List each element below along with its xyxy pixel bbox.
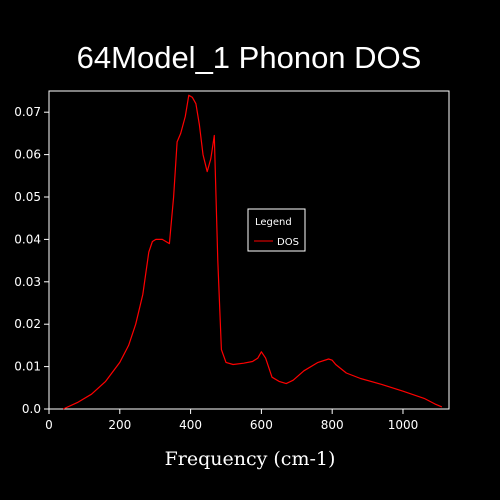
chart-title: 64Model_1 Phonon DOS — [77, 40, 422, 75]
x-tick-label: 0 — [45, 418, 53, 432]
y-tick-label: 0.01 — [14, 360, 41, 374]
legend-entry-dos: DOS — [277, 237, 299, 248]
y-tick-label: 0.05 — [14, 190, 41, 204]
legend-box — [247, 208, 306, 252]
y-tick-label: 0.02 — [14, 317, 41, 331]
x-tick-label: 600 — [250, 418, 273, 432]
x-tick-label: 1000 — [388, 418, 419, 432]
x-tick-label: 400 — [179, 418, 202, 432]
y-tick-label: 0.0 — [22, 402, 41, 416]
legend: Legend DOS — [247, 208, 306, 252]
y-tick-label: 0.07 — [14, 105, 41, 119]
x-tick-label: 800 — [321, 418, 344, 432]
y-axis: 0.0 0.01 0.02 0.03 0.04 0.05 0.06 0.07 — [14, 105, 49, 416]
y-tick-label: 0.04 — [14, 232, 41, 246]
x-tick-label: 200 — [108, 418, 131, 432]
y-tick-label: 0.06 — [14, 148, 41, 162]
series-line-dos — [62, 94, 443, 410]
plot-frame — [48, 90, 450, 410]
x-axis: 0 200 400 600 800 1000 — [45, 409, 418, 432]
y-tick-label: 0.03 — [14, 275, 41, 289]
x-axis-label: Frequency (cm-1) — [165, 448, 336, 470]
legend-title: Legend — [255, 217, 292, 228]
series-layer — [62, 94, 443, 410]
